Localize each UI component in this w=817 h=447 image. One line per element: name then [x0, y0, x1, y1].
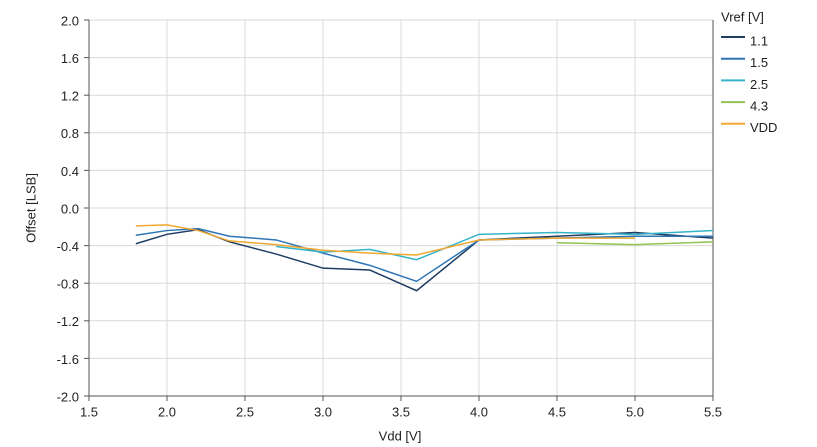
y-axis-title: Offset [LSB]: [23, 173, 38, 243]
x-tick-label: 4.0: [470, 404, 488, 419]
legend-label: VDD: [750, 120, 777, 135]
y-tick-label: -2.0: [57, 389, 79, 404]
legend-label: 4.3: [750, 99, 768, 114]
x-tick-label: 2.0: [158, 404, 176, 419]
series-line: [135, 228, 714, 292]
x-tick-label: 4.5: [548, 404, 566, 419]
legend-label: 1.5: [750, 55, 768, 70]
y-tick-label: -1.6: [57, 352, 79, 367]
x-tick-label: 3.0: [314, 404, 332, 419]
x-tick-label: 1.5: [80, 404, 98, 419]
y-tick-label: -1.2: [57, 314, 79, 329]
y-tick-label: -0.4: [57, 239, 79, 254]
x-axis-title: Vdd [V]: [379, 428, 422, 443]
x-tick-label: 2.5: [236, 404, 254, 419]
x-tick-label: 5.5: [704, 404, 722, 419]
y-tick-label: 0.0: [61, 201, 79, 216]
y-tick-label: 1.2: [61, 89, 79, 104]
x-tick-label: 5.0: [626, 404, 644, 419]
legend-label: 2.5: [750, 77, 768, 92]
y-tick-label: 0.4: [61, 164, 79, 179]
legend-label: 1.1: [750, 33, 768, 48]
legend-title: Vref [V]: [721, 9, 764, 24]
series-line: [135, 224, 635, 256]
x-tick-label: 3.5: [392, 404, 410, 419]
series-line: [556, 241, 714, 246]
series-line: [135, 227, 713, 283]
y-tick-label: 1.6: [61, 51, 79, 66]
y-tick-label: -0.8: [57, 277, 79, 292]
y-tick-label: 0.8: [61, 126, 79, 141]
y-tick-label: 2.0: [61, 13, 79, 28]
